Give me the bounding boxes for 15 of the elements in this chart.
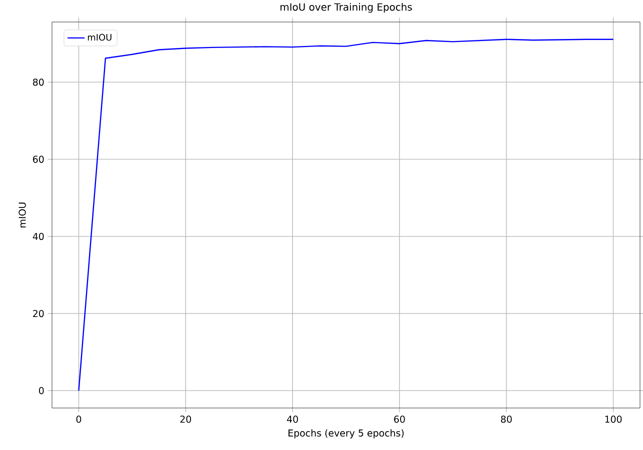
- y-tick-label: 80: [32, 78, 44, 86]
- x-tick-label: 100: [605, 416, 622, 423]
- y-tick-label: 0: [39, 387, 44, 394]
- chart-title: mIoU over Training Epochs: [280, 3, 412, 13]
- x-tick-label: 60: [394, 416, 405, 423]
- y-axis-title: mIOU: [18, 202, 26, 228]
- x-tick-label: 80: [500, 416, 512, 423]
- y-tick-label: 60: [33, 156, 44, 163]
- x-tick-label: 40: [286, 416, 298, 423]
- x-tick-label: 0: [76, 416, 82, 423]
- y-tick-label: 40: [32, 232, 44, 240]
- x-axis-title: Epochs (every 5 epochs): [288, 429, 404, 438]
- legend-label: mIOU: [88, 34, 112, 41]
- x-tick-label: 20: [180, 416, 192, 423]
- y-tick-label: 20: [33, 310, 44, 318]
